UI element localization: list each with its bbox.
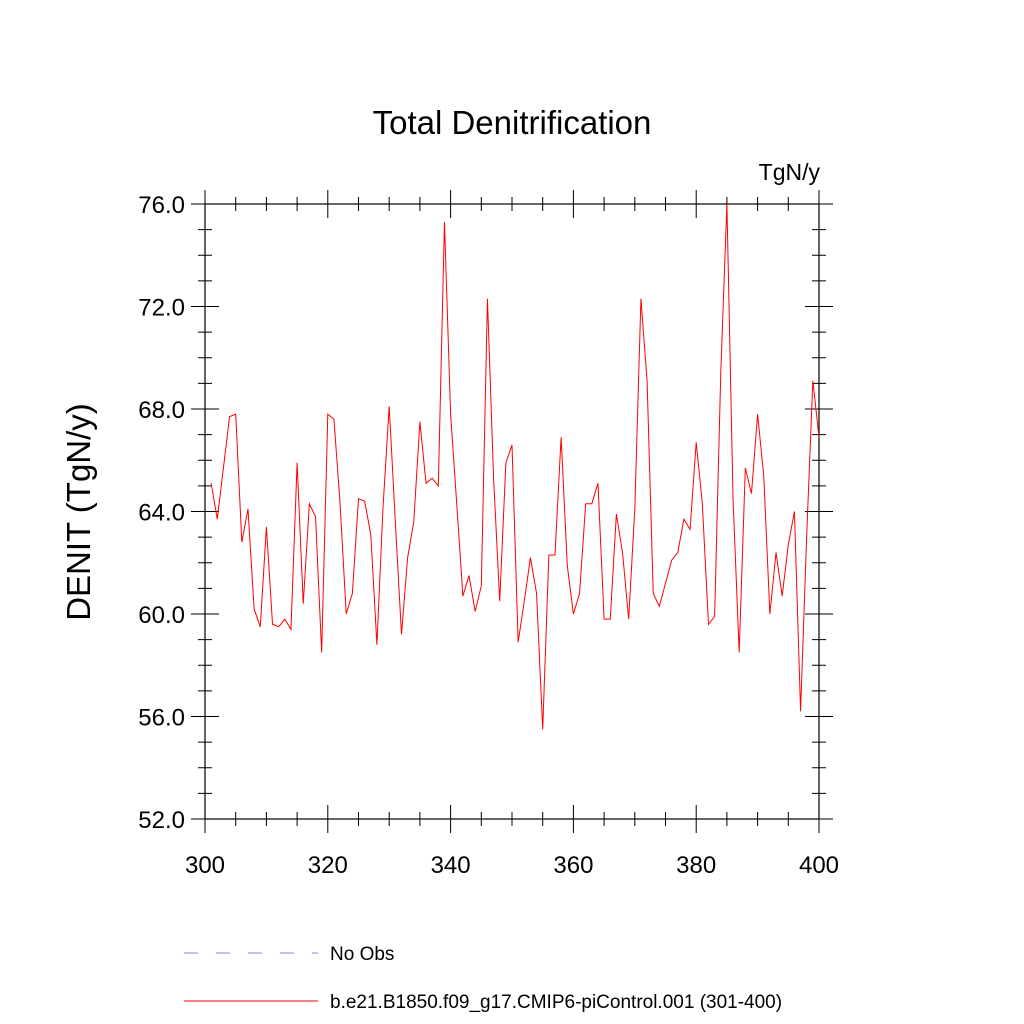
axis-ticks <box>191 190 833 833</box>
x-tick-label-300: 300 <box>185 852 225 879</box>
y-tick-label-64: 64.0 <box>138 500 185 527</box>
y-tick-label-56: 56.0 <box>138 705 185 732</box>
y-tick-label-52: 52.0 <box>138 807 185 834</box>
y-tick-label-60: 60.0 <box>138 602 185 629</box>
x-tick-label-400: 400 <box>799 852 839 879</box>
legend-label-no-obs: No Obs <box>330 944 394 965</box>
chart-title: Total Denitrification <box>373 104 652 141</box>
y-axis-label: DENIT (TgN/y) <box>60 403 97 621</box>
x-tick-label-360: 360 <box>553 852 593 879</box>
x-tick-label-380: 380 <box>676 852 716 879</box>
x-tick-label-320: 320 <box>308 852 348 879</box>
legend-label-picontrol: b.e21.B1850.f09_g17.CMIP6-piControl.001 … <box>330 992 782 1013</box>
y-tick-label-76: 76.0 <box>138 192 185 219</box>
y-tick-label-72: 72.0 <box>138 295 185 322</box>
x-tick-label-340: 340 <box>431 852 471 879</box>
units-label: TgN/y <box>759 159 821 185</box>
y-tick-labels: 52.0 56.0 60.0 64.0 68.0 72.0 76.0 <box>138 192 185 834</box>
series-line-picontrol <box>210 203 820 730</box>
legend: No Obs b.e21.B1850.f09_g17.CMIP6-piContr… <box>184 944 782 1013</box>
y-tick-label-68: 68.0 <box>138 397 185 424</box>
plot-frame <box>204 203 820 820</box>
x-tick-labels: 300 320 340 360 380 400 <box>185 852 839 879</box>
